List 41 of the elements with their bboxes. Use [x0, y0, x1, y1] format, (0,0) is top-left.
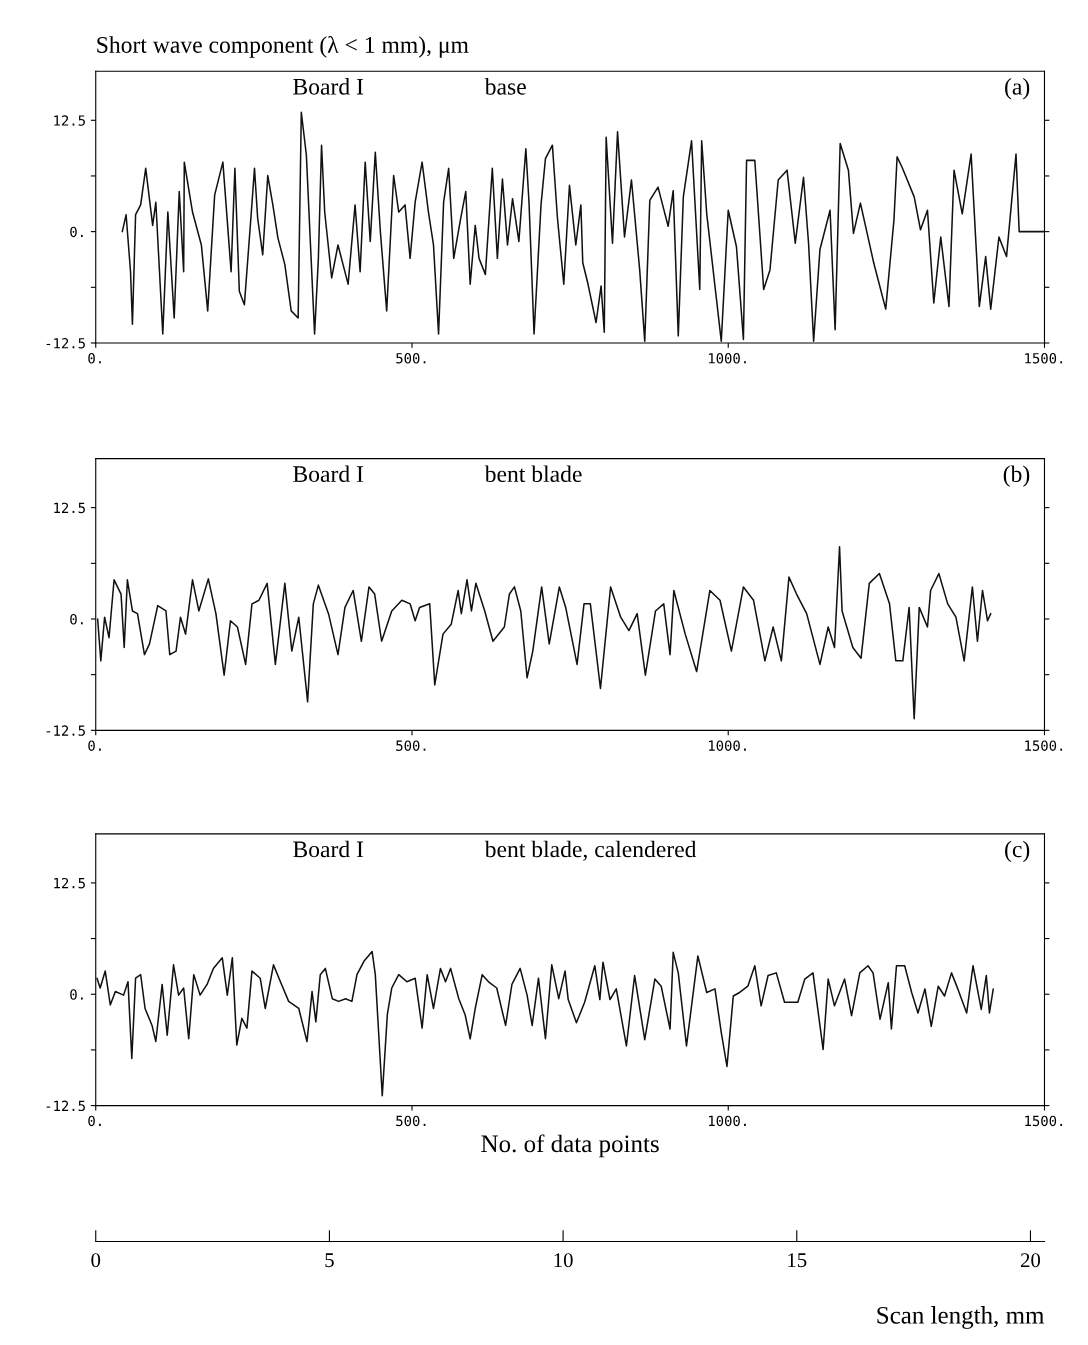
y-tick-label: 12.5: [54, 502, 85, 514]
x-tick-label: 1500.: [1025, 1115, 1063, 1127]
x2-tick-label: 5: [325, 1253, 334, 1268]
y-tick-label: 12.5: [54, 115, 85, 126]
x2-axis-title: Scan length, mm: [877, 1306, 1045, 1329]
x-tick-label: 1000.: [709, 353, 746, 364]
x-axis-title: No. of data points: [481, 1134, 659, 1158]
line-series: [96, 950, 995, 1097]
x-tick-label: 1000.: [709, 1115, 746, 1127]
x2-tick-label: 15: [788, 1253, 807, 1268]
x-tick-label: 500.: [396, 740, 426, 751]
y-tick-label: -12.5: [46, 725, 85, 736]
annotation: Board I: [293, 465, 364, 483]
annotation: (a): [1005, 78, 1030, 100]
y-tick-label: 12.5: [54, 877, 85, 889]
annotation: (b): [1003, 465, 1030, 487]
annotation: Board I: [293, 78, 364, 95]
x-tick-label: 0.: [88, 353, 101, 364]
x2-tick-label: 20: [1020, 1253, 1041, 1268]
x-tick-label: 1000.: [709, 740, 746, 751]
line-series: [96, 546, 992, 720]
x2-tick-label: 0: [91, 1253, 101, 1268]
x-tick-label: 0.: [88, 740, 101, 751]
y-tick-label: -12.5: [46, 1100, 85, 1112]
line-series: [121, 111, 1045, 342]
x2-tick-label: 10: [554, 1253, 573, 1268]
annotation: bent blade: [484, 465, 582, 483]
annotation: base: [484, 78, 526, 95]
x-tick-label: 1500.: [1025, 353, 1063, 364]
y-tick-label: -12.5: [46, 337, 85, 349]
y-tick-label: 0.: [70, 989, 83, 1000]
annotation: Board I: [293, 840, 364, 858]
x-tick-label: 500.: [396, 353, 426, 364]
annotation: bent blade, calendered: [484, 840, 697, 861]
annotation: (c): [1005, 840, 1030, 863]
y-axis-title: Short wave component (λ < 1 mm), μm: [97, 36, 469, 58]
y-tick-label: 0.: [70, 613, 83, 625]
y-tick-label: 0.: [70, 226, 83, 238]
x-tick-label: 0.: [88, 1115, 101, 1127]
x-tick-label: 500.: [396, 1115, 426, 1127]
x-tick-label: 1500.: [1025, 740, 1063, 751]
